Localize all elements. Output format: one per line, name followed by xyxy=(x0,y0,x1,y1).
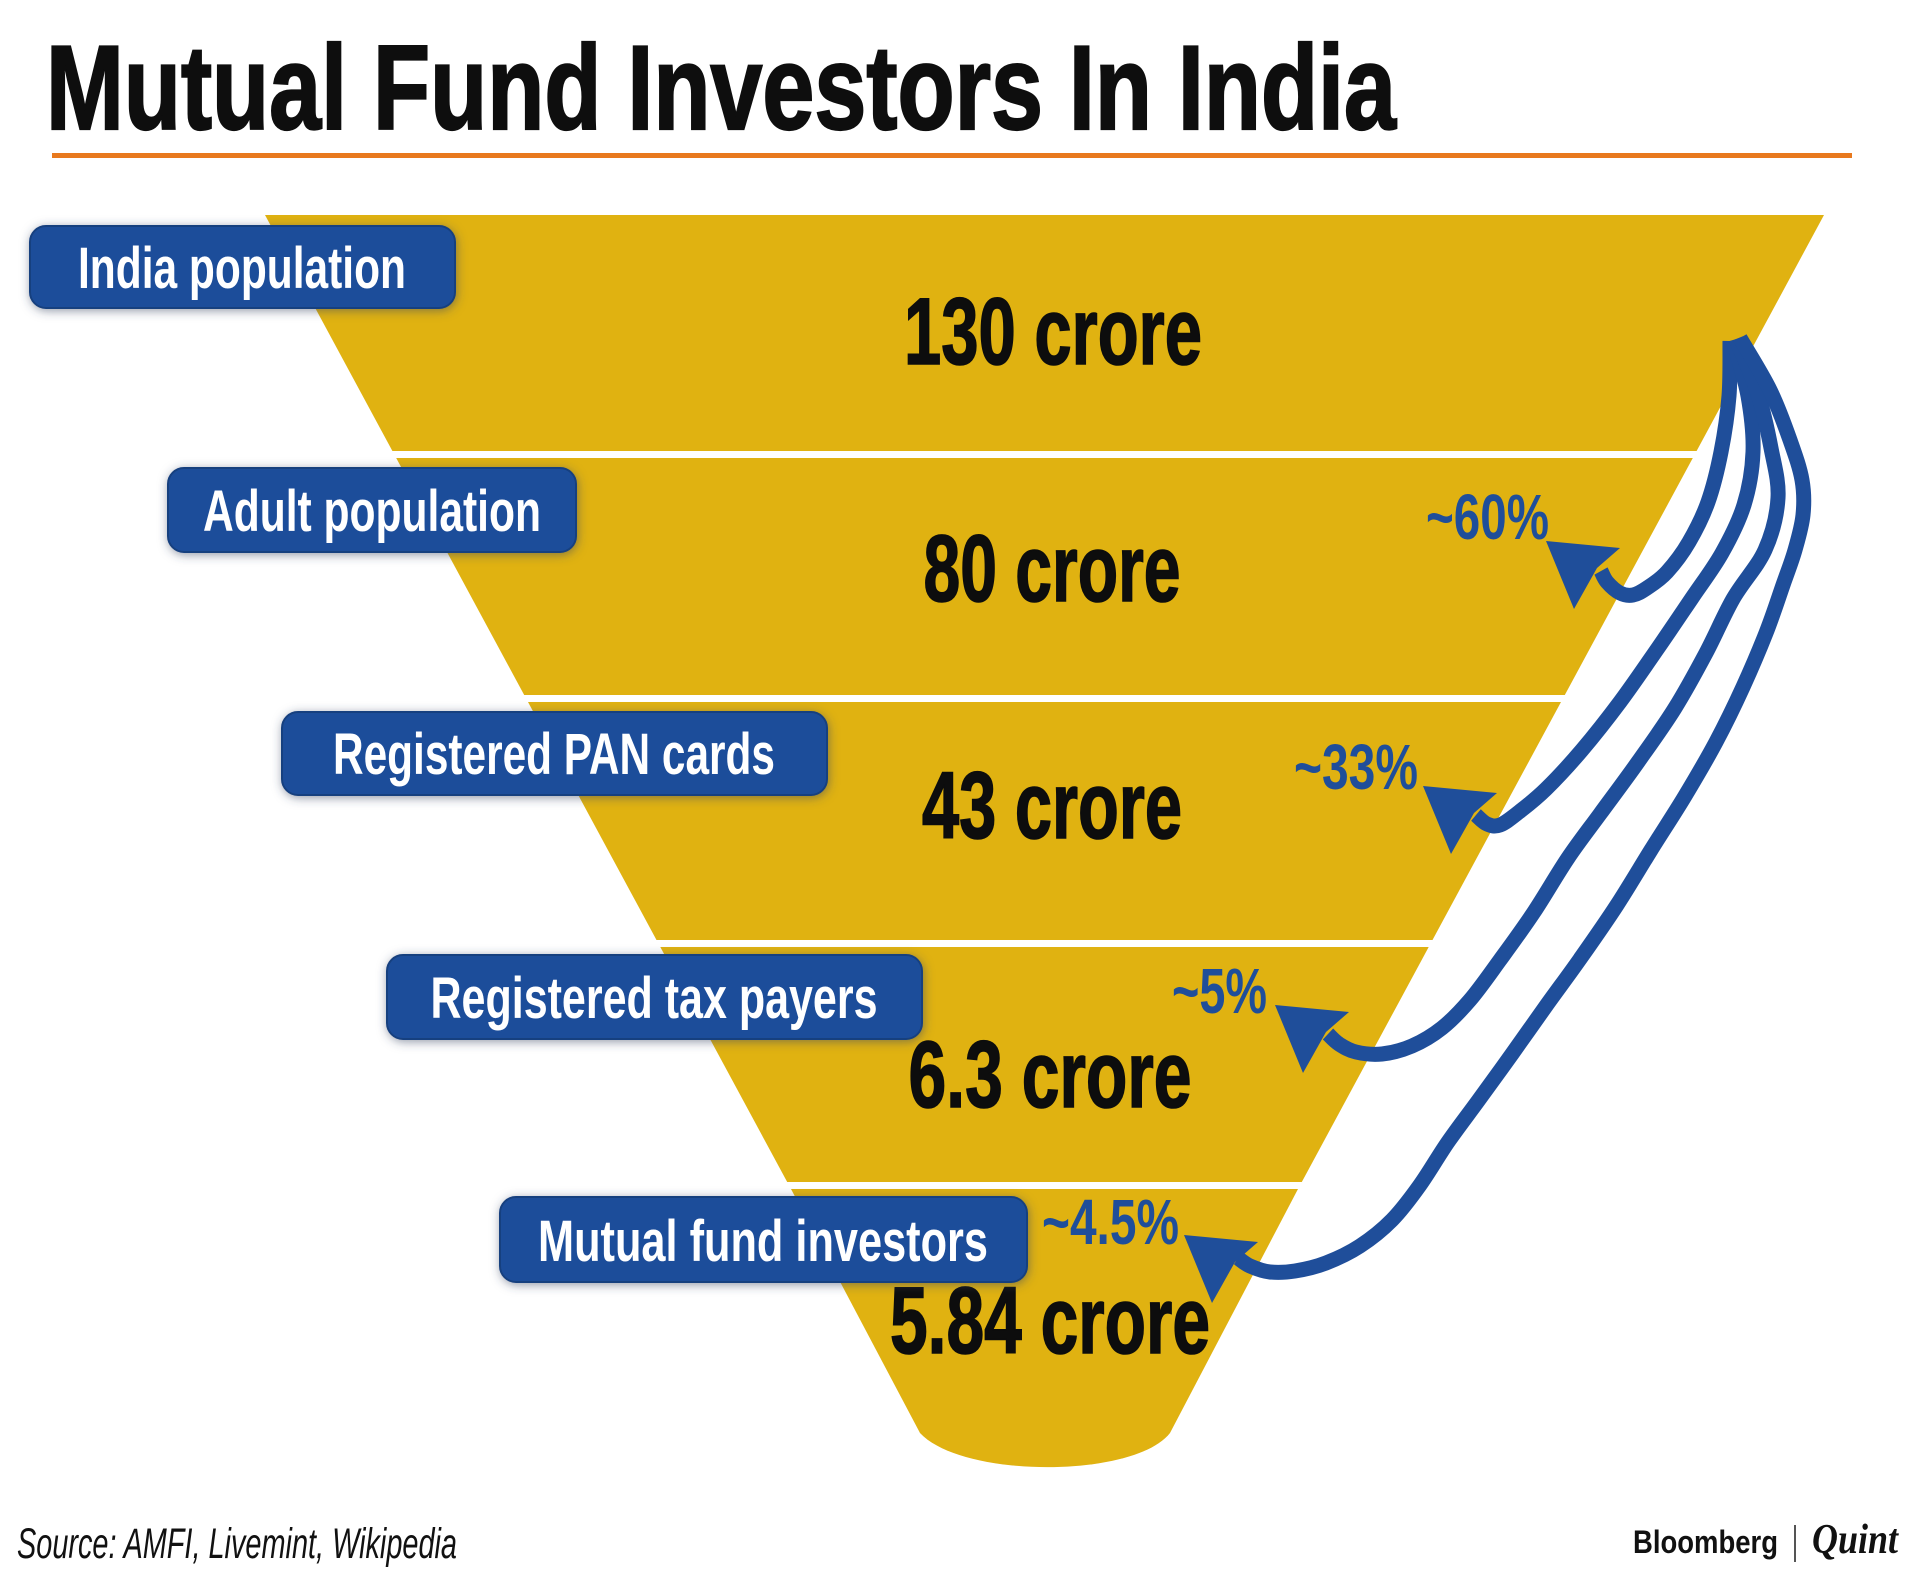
svg-text:Bloomberg: Bloomberg xyxy=(1633,1524,1778,1560)
svg-text:Mutual Fund Investors In India: Mutual Fund Investors In India xyxy=(46,21,1397,155)
svg-text:India population: India population xyxy=(78,236,406,301)
svg-text:~4.5%: ~4.5% xyxy=(1042,1186,1179,1258)
svg-text:80 crore: 80 crore xyxy=(924,516,1181,622)
svg-text:~33%: ~33% xyxy=(1294,731,1418,803)
svg-text:Mutual fund investors: Mutual fund investors xyxy=(538,1209,988,1274)
svg-text:Quint: Quint xyxy=(1812,1517,1899,1563)
svg-text:43 crore: 43 crore xyxy=(922,753,1182,859)
svg-text:Registered tax payers: Registered tax payers xyxy=(431,966,878,1031)
svg-text:~60%: ~60% xyxy=(1426,481,1549,553)
svg-text:Adult population: Adult population xyxy=(203,479,541,544)
svg-text:130 crore: 130 crore xyxy=(904,279,1202,385)
svg-text:6.3 crore: 6.3 crore xyxy=(909,1022,1192,1128)
svg-text:Registered PAN cards: Registered PAN cards xyxy=(333,722,775,787)
svg-text:~5%: ~5% xyxy=(1172,955,1267,1027)
svg-text:5.84 crore: 5.84 crore xyxy=(890,1268,1210,1374)
svg-text:Source: AMFI, Livemint, Wikipe: Source: AMFI, Livemint, Wikipedia xyxy=(17,1520,457,1568)
